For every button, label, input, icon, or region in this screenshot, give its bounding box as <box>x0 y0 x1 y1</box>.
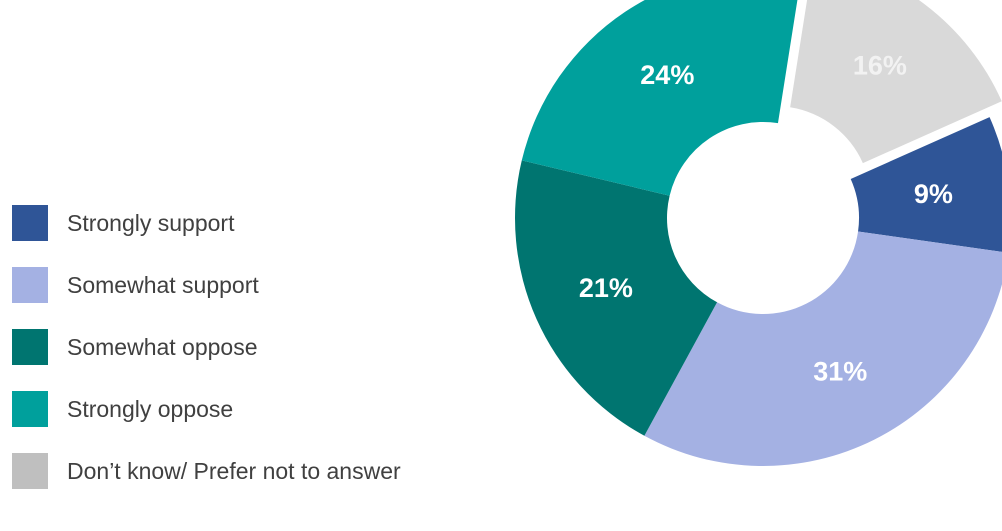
legend-label: Strongly support <box>67 209 235 236</box>
legend-item-dont-know: Don’t know/ Prefer not to answer <box>12 453 401 489</box>
legend-item-strongly-oppose: Strongly oppose <box>12 391 401 427</box>
legend-swatch <box>12 329 48 365</box>
slice-somewhat-oppose <box>515 160 718 436</box>
legend: Strongly support Somewhat support Somewh… <box>12 205 401 489</box>
legend-item-somewhat-oppose: Somewhat oppose <box>12 329 401 365</box>
legend-swatch <box>12 205 48 241</box>
legend-label: Somewhat oppose <box>67 333 258 360</box>
legend-item-strongly-support: Strongly support <box>12 205 401 241</box>
slice-label-strongly-oppose: 24% <box>640 60 694 90</box>
slice-strongly-oppose <box>521 0 798 196</box>
legend-label: Don’t know/ Prefer not to answer <box>67 457 401 484</box>
slice-label-strongly-support: 9% <box>914 179 953 209</box>
legend-swatch <box>12 391 48 427</box>
slice-label-don-t-know-prefer-not-to-answer: 16% <box>853 51 907 81</box>
legend-swatch <box>12 453 48 489</box>
slice-label-somewhat-support: 31% <box>813 357 867 387</box>
legend-item-somewhat-support: Somewhat support <box>12 267 401 303</box>
slice-strongly-support <box>850 117 1002 252</box>
donut-chart: 9% 31% 21% 24% 16% <box>515 0 1002 466</box>
legend-label: Somewhat support <box>67 271 259 298</box>
legend-label: Strongly oppose <box>67 395 234 422</box>
slice-somewhat-support <box>644 231 1002 466</box>
slice-don-t-know-prefer-not-to-answer <box>790 0 1002 164</box>
legend-swatch <box>12 267 48 303</box>
slice-label-somewhat-oppose: 21% <box>579 273 633 303</box>
